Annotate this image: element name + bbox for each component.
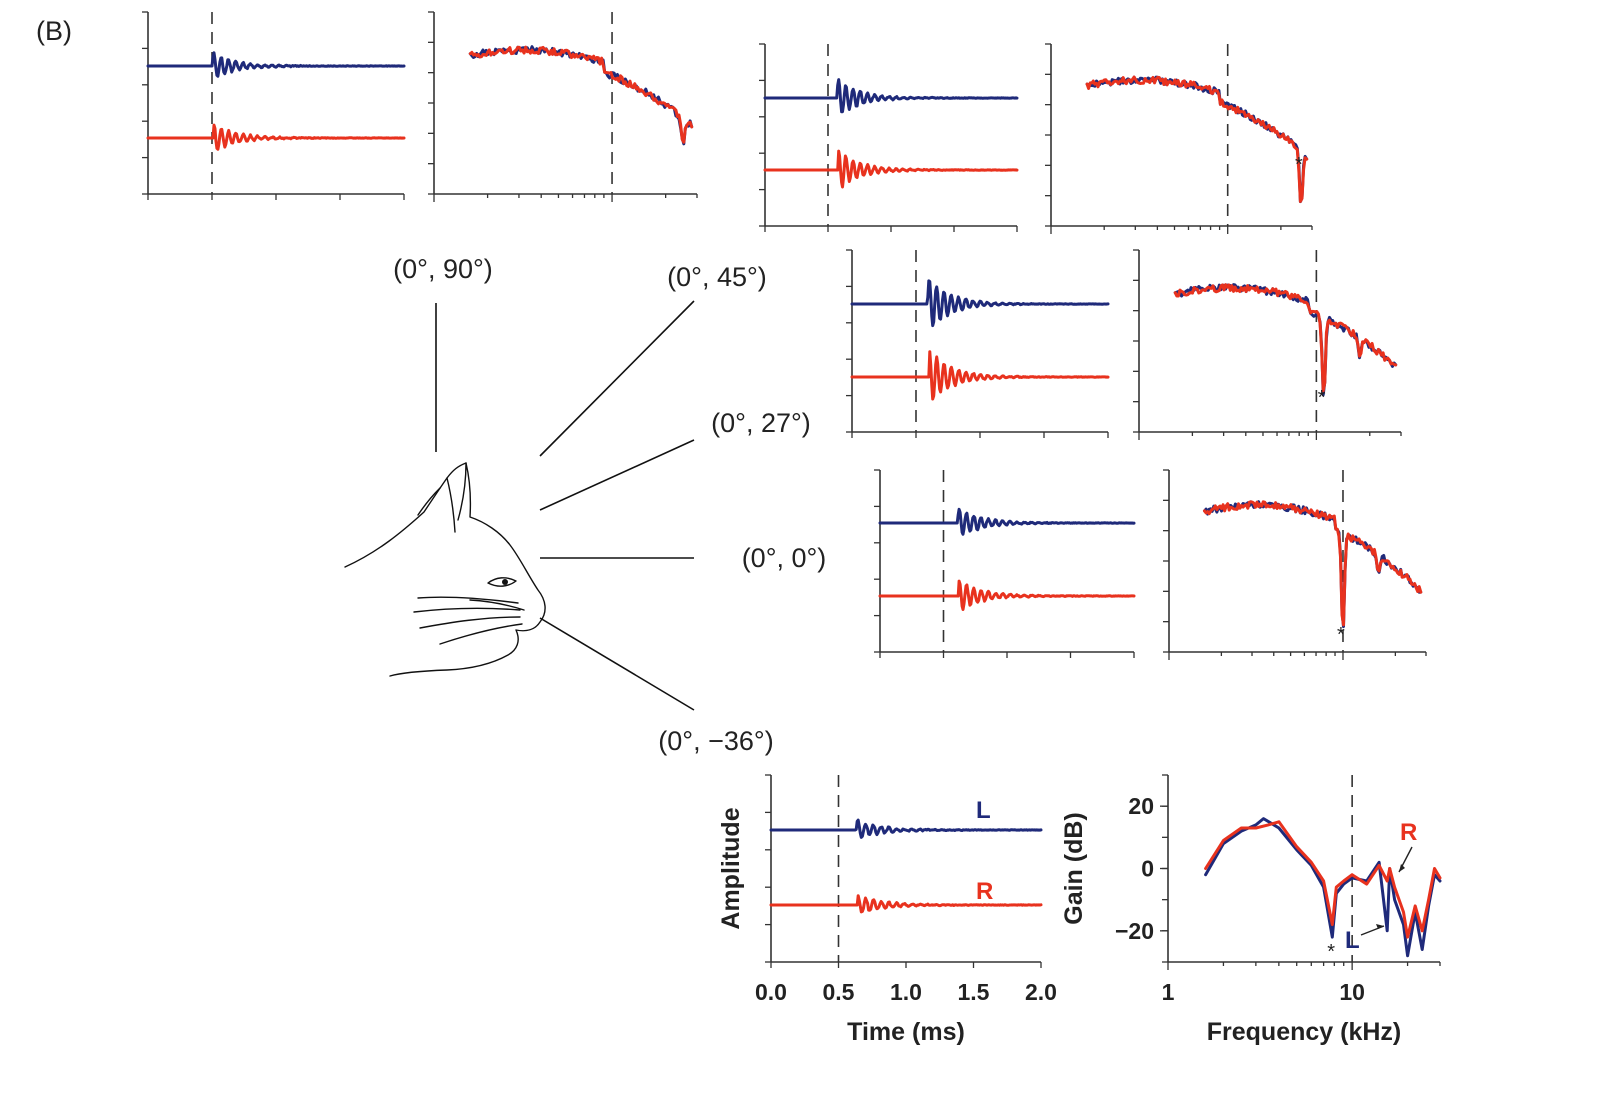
time-panel-1 (759, 43, 1019, 232)
trace-R (1173, 283, 1398, 393)
cat-inner-ear (446, 462, 467, 533)
x-tick-label: 1.0 (890, 979, 922, 1005)
cat-head-outline (344, 462, 546, 677)
time-panel-3 (874, 469, 1136, 658)
freq-panel-3: * (1163, 469, 1427, 660)
x-tick-label: 1.5 (958, 979, 990, 1005)
x-tick-label: 10 (1339, 979, 1365, 1005)
direction-label-el90: (0°, 90°) (393, 254, 493, 284)
time-panel-4: 0.0 0.5 1.0 1.5 2.0 Time (ms) Amplitude L R (717, 774, 1057, 1046)
trace-L (763, 78, 1019, 114)
trace-L (468, 45, 694, 146)
trace-L (1085, 75, 1309, 204)
arrowhead-R (1399, 864, 1405, 872)
y-tick-label: −20 (1115, 918, 1154, 944)
direction-lines (435, 300, 695, 711)
trace-L (769, 818, 1043, 839)
direction-line-el45 (539, 300, 695, 457)
freq-panel-0 (428, 11, 698, 202)
notch-star: * (1337, 624, 1345, 646)
panel-label: (B) (36, 16, 72, 46)
cat-whiskers (413, 596, 525, 645)
cat-head-drawing (344, 462, 546, 677)
trace-R (878, 579, 1136, 611)
direction-label-el0: (0°, 0°) (742, 543, 827, 573)
notch-star: * (1318, 387, 1326, 409)
freq-panel-1: * (1045, 43, 1313, 234)
x-axis-title: Time (ms) (847, 1018, 965, 1046)
trace-R (769, 894, 1043, 914)
trace-R (1204, 820, 1442, 939)
cat-ear-front-edge (417, 487, 441, 516)
trace-R (1203, 500, 1423, 627)
direction-line-el27 (539, 439, 695, 511)
x-tick-label: 2.0 (1025, 979, 1057, 1005)
notch-star: * (1327, 941, 1335, 963)
x-tick-label: 0.5 (823, 979, 855, 1005)
x-axis-title: Frequency (kHz) (1207, 1018, 1401, 1046)
arrowhead-L (1376, 924, 1384, 929)
trace-L (878, 507, 1136, 536)
trace-R (468, 45, 694, 144)
direction-line-elm36 (539, 617, 695, 711)
freq-panel-2: * (1133, 249, 1402, 440)
y-tick-label: 0 (1141, 856, 1154, 882)
series-label-R: R (976, 878, 993, 905)
y-tick-label: 20 (1128, 793, 1154, 819)
series-label-L: L (1345, 927, 1360, 954)
series-label-L: L (976, 797, 991, 824)
direction-label-el45: (0°, 45°) (667, 262, 767, 292)
trace-L (146, 51, 406, 78)
direction-label-el27: (0°, 27°) (711, 408, 811, 438)
time-panel-0 (142, 11, 406, 200)
y-axis-title: Amplitude (717, 807, 745, 929)
direction-label-elm36: (0°, −36°) (658, 726, 773, 756)
trace-L (1173, 283, 1398, 397)
y-axis-title: Gain (dB) (1060, 812, 1088, 925)
trace-R (763, 149, 1019, 189)
notch-star: * (1295, 154, 1303, 176)
cat-pupil (502, 579, 508, 585)
x-tick-label: 0.0 (755, 979, 787, 1005)
series-label-R: R (1400, 819, 1417, 846)
trace-R (1085, 75, 1309, 203)
freq-panel-4: 20 0 −20 1 10 Frequency (kHz) Gain (dB) R L * (1060, 774, 1442, 1046)
x-tick-label: 1 (1162, 979, 1175, 1005)
trace-R (850, 350, 1110, 401)
time-panel-2 (846, 249, 1110, 438)
direction-labels: (0°, 90°) (0°, 45°) (0°, 27°) (0°, 0°) (0°, … (393, 254, 826, 756)
trace-R (146, 123, 406, 151)
trace-L (850, 279, 1110, 328)
cat-eye (487, 577, 517, 587)
